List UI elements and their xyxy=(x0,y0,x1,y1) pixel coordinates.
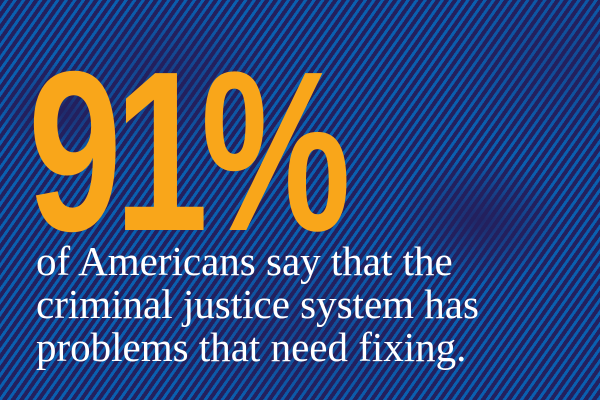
statement-line: of Americans say that the xyxy=(36,238,453,284)
headline-percentage: 91% xyxy=(28,25,351,279)
statement-line: problems that need fixing. xyxy=(36,324,467,370)
statement-text: of Americans say that the criminal justi… xyxy=(36,240,596,369)
statement-line: criminal justice system has xyxy=(36,281,479,327)
